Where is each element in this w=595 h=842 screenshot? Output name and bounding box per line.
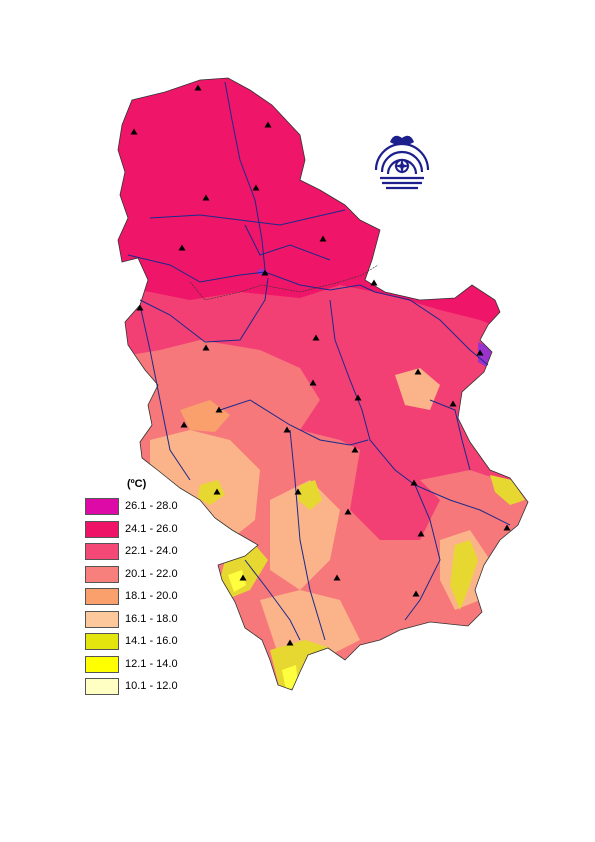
station-marker-icon [239, 574, 247, 581]
station-marker-icon [136, 304, 144, 311]
station-marker-icon [354, 394, 362, 401]
station-marker-icon [202, 194, 210, 201]
legend-label: 18.1 - 20.0 [125, 590, 178, 602]
legend-swatch [85, 520, 119, 538]
legend-swatch [85, 498, 119, 515]
station-marker-icon [252, 184, 260, 191]
river-kanal-2 [244, 224, 331, 261]
station-marker-icon [202, 344, 210, 351]
station-marker-icon [351, 446, 359, 453]
mountain-south [270, 640, 330, 690]
legend-label: 10.1 - 12.0 [125, 680, 178, 692]
legend-label: 22.1 - 24.0 [125, 545, 178, 557]
legend-label: 16.1 - 18.0 [125, 612, 178, 625]
station-marker-icon [333, 574, 341, 581]
legend-swatch [85, 565, 119, 583]
legend-label: 26.1 - 28.0 [125, 500, 178, 512]
mountain-stara-planina [490, 475, 525, 505]
station-marker-icon [286, 639, 294, 646]
station-marker-icon [417, 530, 425, 537]
station-marker-icon [194, 84, 202, 91]
station-marker-icon [476, 349, 484, 356]
legend-swatch [85, 543, 119, 560]
station-marker-icon [414, 368, 422, 375]
station-marker-icon [449, 400, 457, 407]
legend-unit: (ºC) [127, 478, 147, 490]
river-danube [127, 254, 489, 366]
region-south-central [350, 450, 440, 540]
station-marker-icon [312, 334, 320, 341]
legend-swatch [85, 610, 119, 628]
internal-boundary [189, 264, 379, 301]
station-marker-icon [213, 488, 221, 495]
station-marker-icon [215, 406, 223, 413]
station-marker-icon [283, 426, 291, 433]
station-marker-icon [130, 128, 138, 135]
legend-label: 20.1 - 22.0 [125, 567, 178, 580]
station-marker-icon [180, 421, 188, 428]
rivers [127, 81, 511, 641]
peak-southwest [228, 570, 246, 592]
river-sava [139, 277, 269, 343]
highland-southwest [270, 480, 340, 590]
station-marker-icon [344, 508, 352, 515]
river-tisa [224, 81, 266, 271]
station-marker-icon [264, 121, 272, 128]
river-nisava [414, 484, 511, 526]
river-south-morava [404, 484, 441, 621]
river-ibar [289, 429, 326, 641]
river-drina [139, 304, 191, 481]
station-marker-icon [261, 269, 269, 276]
legend-label: 24.1 - 26.0 [125, 522, 178, 535]
station-marker-icon [503, 524, 511, 531]
river-lim [244, 559, 301, 641]
station-marker-icon [294, 488, 302, 495]
legend-swatch [85, 633, 119, 650]
mountain-east [450, 540, 478, 610]
hydrometeorological-service-emblem-icon [374, 135, 430, 190]
station-marker-icon [319, 235, 327, 242]
legend-swatch [85, 588, 119, 605]
mountain-zlatibor [198, 480, 225, 505]
highland-south [260, 590, 360, 660]
legend-swatch [85, 655, 119, 673]
legend-label: 12.1 - 14.0 [125, 657, 178, 670]
station-marker-icon [309, 379, 317, 386]
highland-northeast [395, 368, 440, 410]
legend-label: 14.1 - 16.0 [125, 635, 178, 647]
highland-upper-west [180, 400, 230, 432]
peak-south [282, 665, 298, 690]
station-marker-icon [412, 590, 420, 597]
station-marker-icon [178, 244, 186, 251]
mountain-kopaonik [298, 480, 322, 510]
river-morava [329, 299, 416, 486]
station-marker-icon [370, 279, 378, 286]
station-marker-icon [410, 479, 418, 486]
river-timok [429, 399, 471, 471]
river-west-morava [219, 399, 369, 446]
legend-swatch [85, 678, 119, 695]
weather-stations [130, 84, 511, 646]
river-kanal [149, 209, 346, 226]
